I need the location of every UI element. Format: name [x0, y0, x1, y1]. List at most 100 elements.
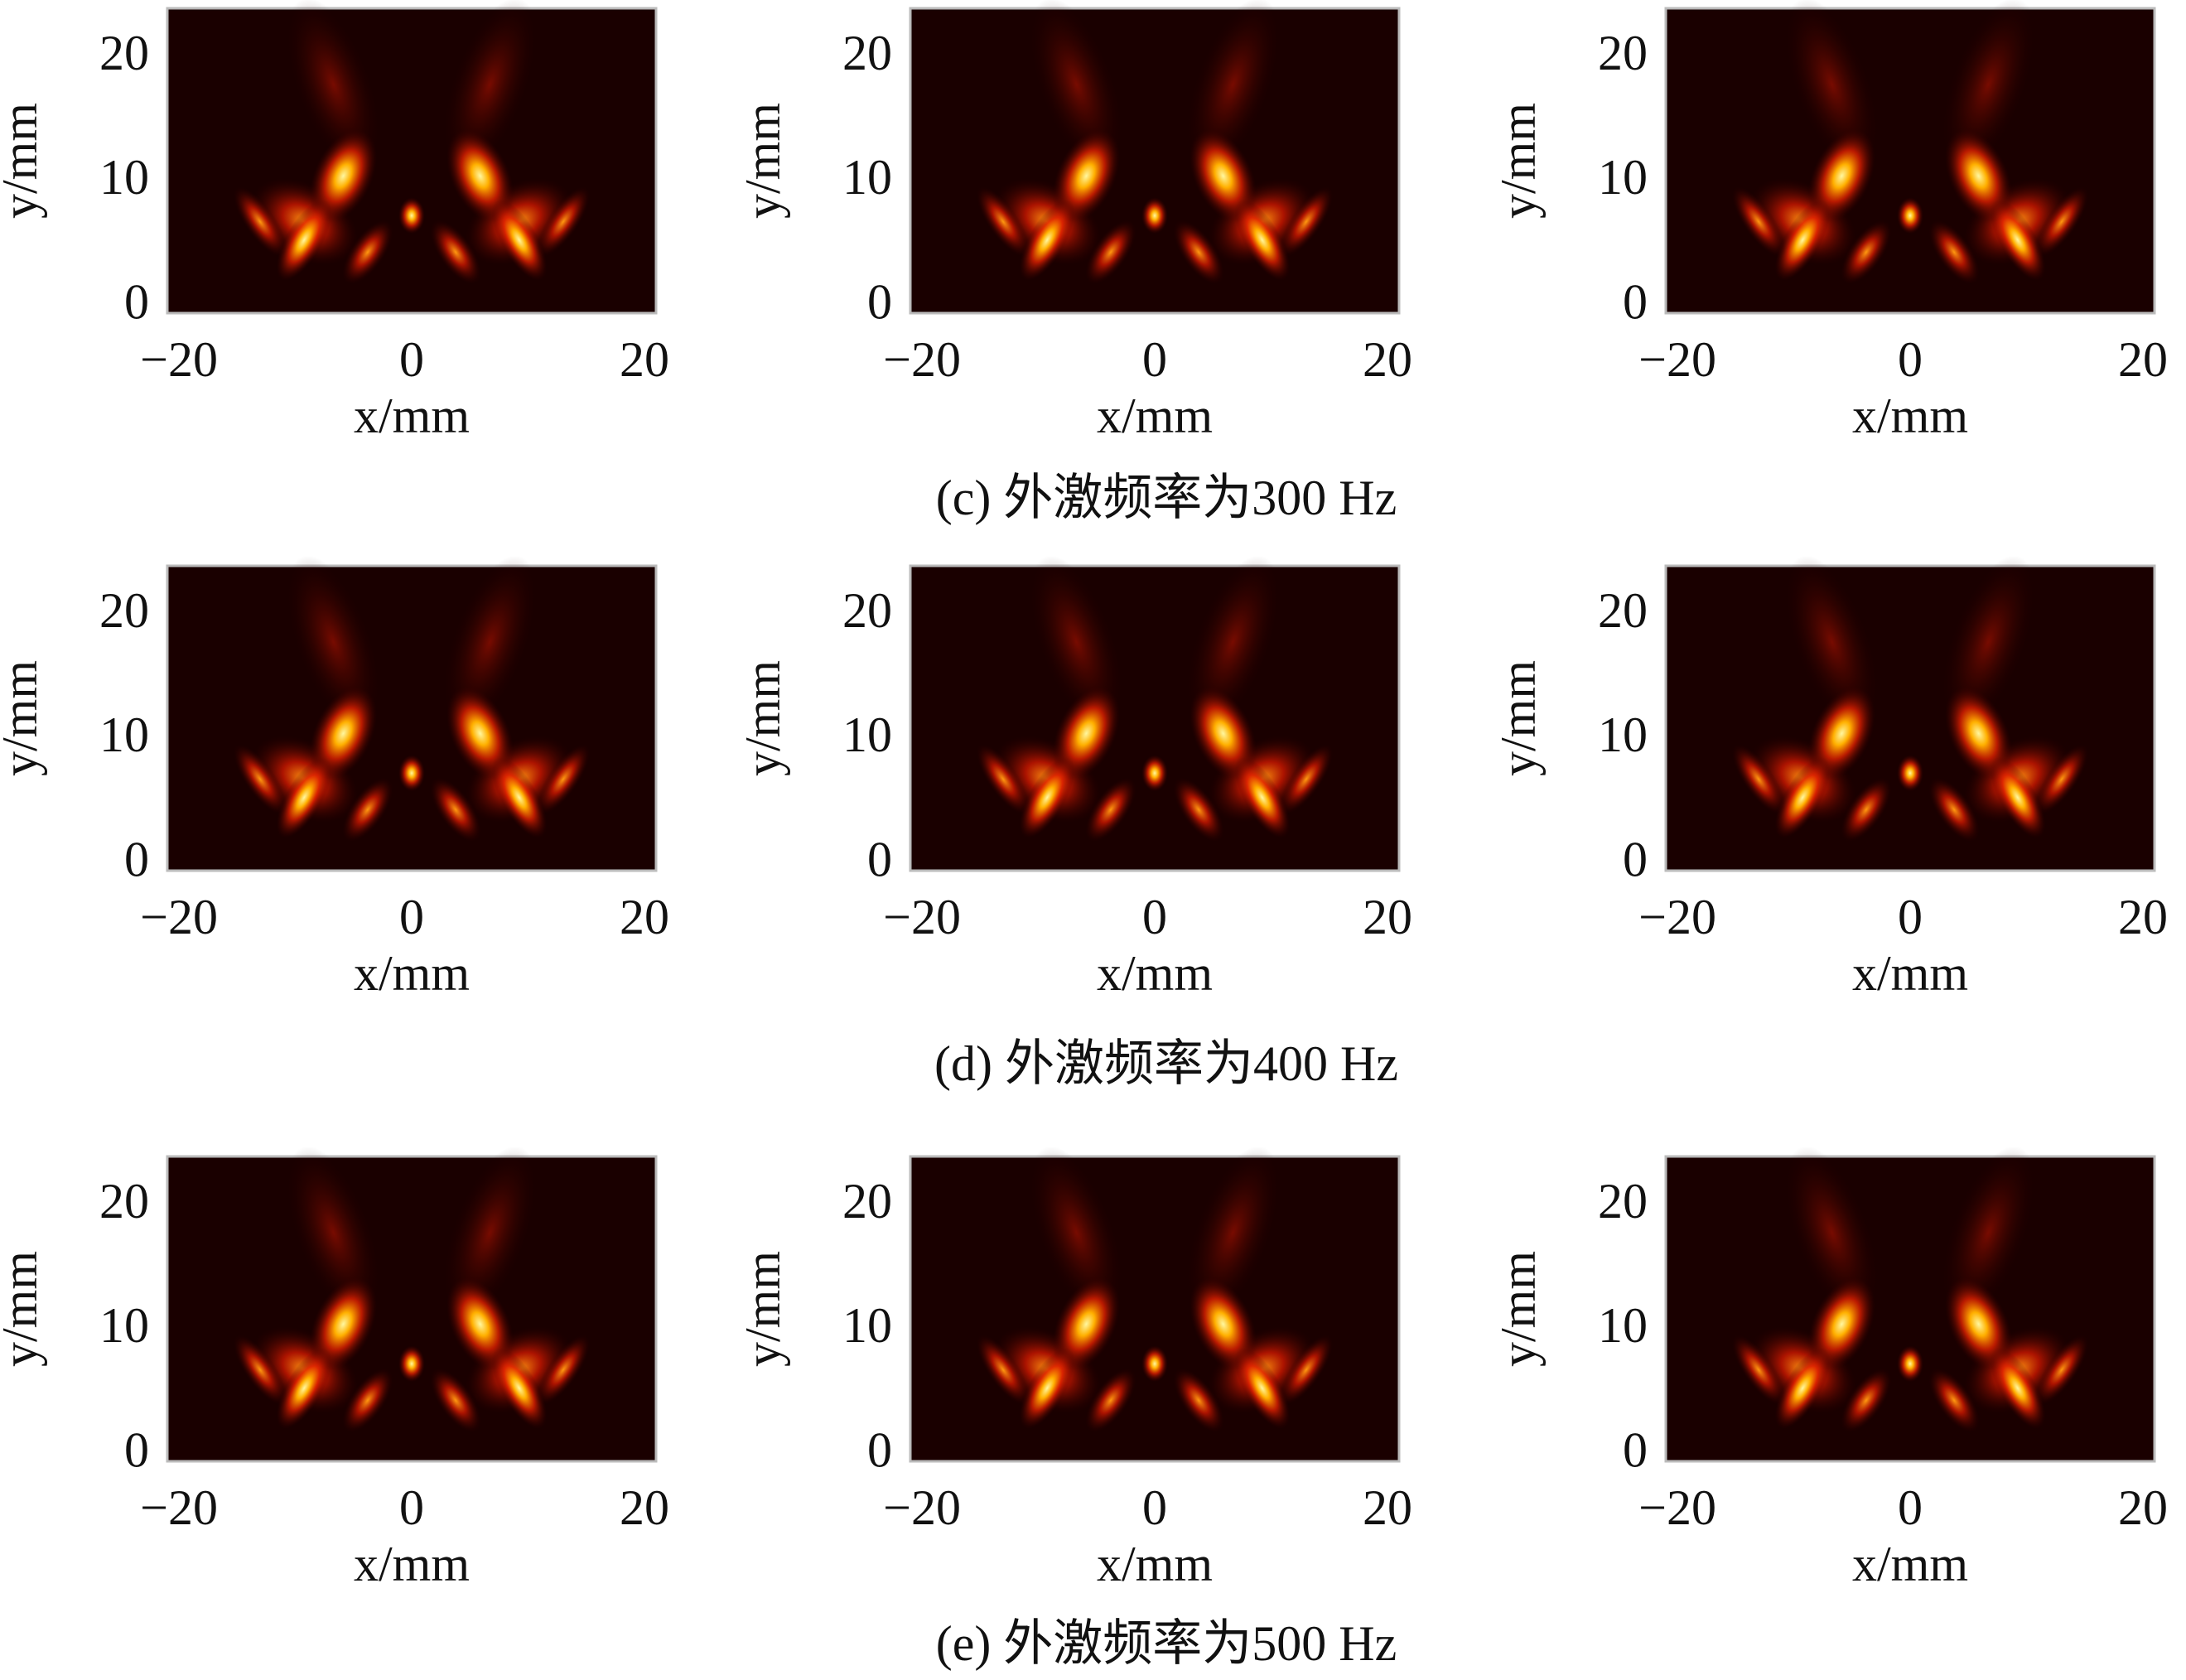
heat-blob [430, 1368, 481, 1433]
heatmap [1664, 1146, 2156, 1463]
heat-blob [536, 186, 591, 257]
y-tick-label: 10 [842, 1298, 892, 1353]
heat-blob [287, 0, 381, 171]
y-tick-label: 10 [99, 1298, 149, 1353]
heat-blob [442, 1146, 537, 1320]
heatmap-background [1664, 1155, 2156, 1463]
caption: (d) 外激频率为400 Hz [934, 1036, 1398, 1091]
x-axis-label: x/mm [1097, 946, 1213, 1001]
y-tick-label: 10 [1598, 1298, 1648, 1353]
heat-blob [976, 186, 1030, 257]
x-tick-label: 20 [1363, 332, 1412, 387]
heat-blob [1234, 756, 1291, 838]
heat-blob [491, 756, 548, 838]
x-tick-label: −20 [140, 890, 218, 944]
x-tick-label: 20 [620, 332, 669, 387]
heatmap-background [909, 7, 1401, 315]
heat-blob [1052, 129, 1121, 223]
heat-blob [1944, 687, 2013, 780]
heat-blob [1774, 756, 1831, 838]
y-tick-label: 0 [124, 832, 149, 886]
x-tick-label: 0 [1898, 890, 1923, 944]
y-axis-label: y/mm [0, 103, 47, 219]
y-axis-label: y/mm [736, 660, 790, 776]
heatmap [909, 555, 1401, 872]
heat-blob [1897, 1345, 1923, 1383]
heatmap-background [909, 564, 1401, 872]
y-axis-label: y/mm [736, 103, 790, 219]
heat-blob [1774, 199, 1831, 281]
heat-blob [442, 555, 537, 729]
caption: (e) 外激频率为500 Hz [936, 1616, 1397, 1671]
heat-blob [1731, 186, 1786, 257]
x-tick-label: −20 [140, 332, 218, 387]
heatmap-background [166, 1155, 658, 1463]
caption: (c) 外激频率为300 Hz [936, 471, 1397, 525]
heat-blob [2034, 744, 2089, 814]
heat-blob [1185, 0, 1280, 171]
x-tick-label: 20 [2118, 890, 2168, 944]
y-tick-label: 0 [1623, 832, 1648, 886]
heat-blob [1279, 1335, 1334, 1405]
heat-blob [398, 1345, 425, 1383]
heat-blob [398, 755, 425, 792]
heat-blob [1941, 0, 2035, 171]
x-axis-label: x/mm [354, 946, 470, 1001]
y-tick-label: 10 [842, 707, 892, 762]
y-tick-label: 0 [867, 832, 892, 886]
y-axis-label: y/mm [0, 1251, 47, 1367]
heat-blob [1185, 555, 1280, 729]
heat-blob [342, 1368, 393, 1433]
heat-blob [287, 555, 381, 729]
heat-blob [491, 1347, 548, 1429]
heatmap [909, 1146, 1401, 1463]
x-tick-label: −20 [883, 890, 961, 944]
heat-blob [1052, 687, 1121, 780]
y-tick-label: 20 [99, 583, 149, 638]
heat-blob [1990, 199, 2046, 281]
y-tick-label: 20 [842, 583, 892, 638]
heat-blob [1234, 1347, 1291, 1429]
heat-blob [1279, 744, 1334, 814]
x-tick-label: −20 [1638, 890, 1716, 944]
y-tick-label: 0 [1623, 1422, 1648, 1477]
heat-blob [1731, 1335, 1786, 1405]
heat-blob [398, 197, 425, 234]
heat-blob [276, 199, 332, 281]
x-tick-label: 20 [2118, 332, 2168, 387]
heat-blob [342, 220, 393, 285]
y-tick-label: 0 [124, 1422, 149, 1477]
y-tick-label: 0 [124, 274, 149, 329]
heat-blob [1731, 744, 1786, 814]
y-tick-label: 20 [99, 26, 149, 80]
x-tick-label: 0 [399, 332, 424, 387]
x-tick-label: 20 [620, 890, 669, 944]
heat-blob [976, 744, 1030, 814]
heat-blob [1279, 186, 1334, 257]
y-axis-label: y/mm [1491, 1251, 1546, 1367]
y-tick-label: 0 [867, 1422, 892, 1477]
heat-blob [1941, 1146, 2035, 1320]
heat-blob [1944, 1277, 2013, 1371]
heat-blob [1897, 755, 1923, 792]
x-tick-label: −20 [1638, 332, 1716, 387]
heatmap [166, 1146, 658, 1463]
heat-blob [1785, 0, 1880, 171]
x-tick-label: 20 [620, 1480, 669, 1535]
x-tick-label: −20 [140, 1480, 218, 1535]
heat-blob [446, 129, 514, 223]
x-axis-label: x/mm [1852, 389, 1968, 443]
x-tick-label: −20 [1638, 1480, 1716, 1535]
heat-blob [1085, 777, 1136, 842]
heat-blob [1234, 199, 1291, 281]
heatmap [1664, 555, 2156, 872]
heat-blob [536, 1335, 591, 1405]
heat-blob [276, 1347, 332, 1429]
y-tick-label: 20 [99, 1174, 149, 1229]
heat-blob [1897, 197, 1923, 234]
heat-blob [1189, 1277, 1257, 1371]
heat-blob [1841, 220, 1892, 285]
heat-blob [1928, 1368, 1980, 1433]
heat-blob [1185, 1146, 1280, 1320]
